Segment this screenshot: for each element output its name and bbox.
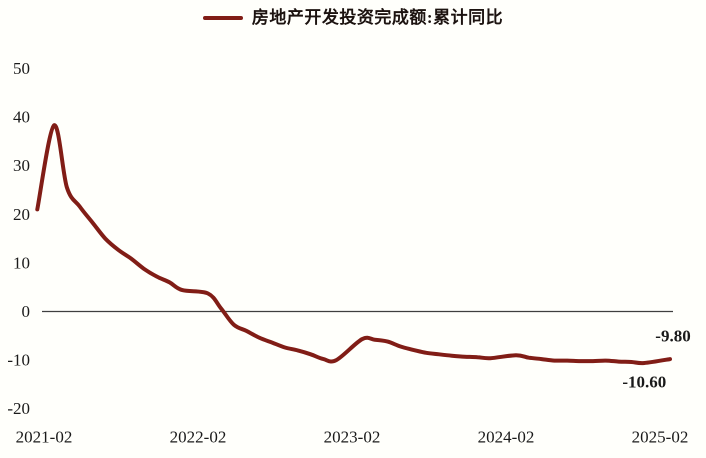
x-tick-label: 2023-02 (324, 428, 381, 447)
legend: 房地产开发投资完成额:累计同比 (0, 9, 706, 26)
data-label: -9.80 (655, 327, 690, 346)
x-tick-label: 2021-02 (16, 428, 73, 447)
x-tick-label: 2024-02 (478, 428, 535, 447)
y-tick-label: 20 (13, 205, 30, 224)
y-tick-label: 50 (13, 59, 30, 78)
y-tick-label: 30 (13, 156, 30, 175)
data-label: -10.60 (622, 373, 666, 392)
series-line (35, 123, 672, 366)
y-tick-label: 40 (13, 108, 30, 127)
y-tick-label: 10 (13, 253, 30, 272)
x-tick-label: 2022-02 (170, 428, 227, 447)
x-tick-label: 2025-02 (632, 428, 689, 447)
y-tick-label: 0 (22, 302, 31, 321)
y-tick-label: -20 (7, 399, 30, 418)
y-tick-label: -10 (7, 351, 30, 370)
legend-label: 房地产开发投资完成额:累计同比 (251, 8, 504, 27)
legend-line-swatch (202, 15, 243, 20)
